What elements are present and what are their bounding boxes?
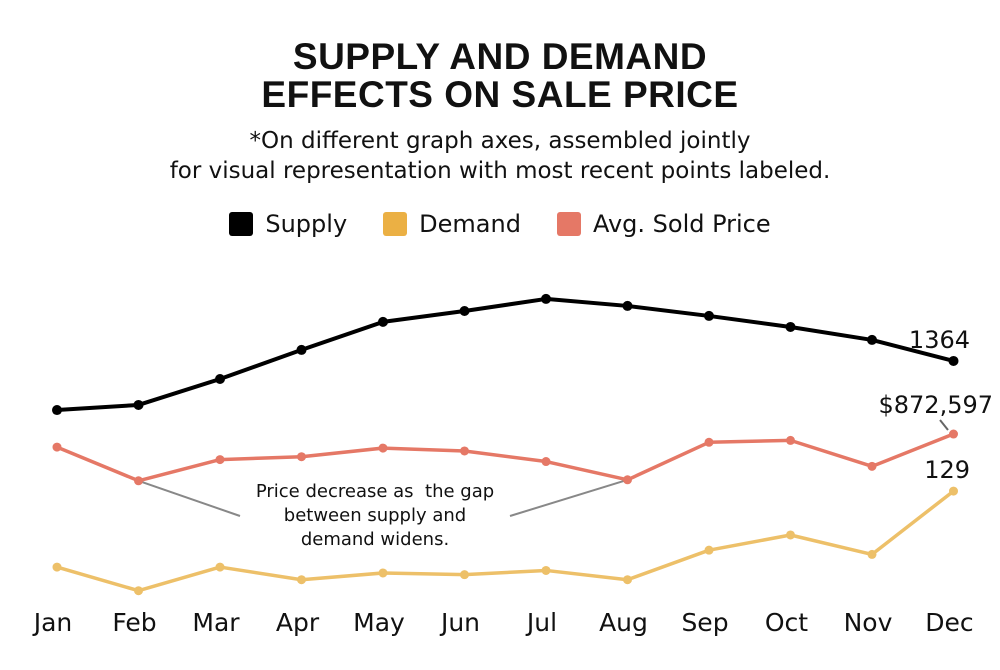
x-tick-label: Dec <box>925 608 973 637</box>
data-point <box>785 321 796 332</box>
legend-label: Avg. Sold Price <box>592 210 771 238</box>
data-point <box>786 530 795 540</box>
data-point <box>52 562 62 572</box>
x-tick-label: Jun <box>439 608 480 637</box>
chart-title: SUPPLY AND DEMAND EFFECTS ON SALE PRICE <box>0 38 1000 114</box>
data-point <box>460 570 469 580</box>
data-point <box>623 575 632 585</box>
data-point <box>867 461 877 471</box>
data-point <box>378 443 388 453</box>
legend-label: Demand <box>419 210 521 238</box>
legend-swatch <box>229 212 254 236</box>
data-point <box>460 446 469 456</box>
data-point <box>378 568 388 578</box>
legend-label: Supply <box>265 210 348 238</box>
x-tick-label: Nov <box>844 608 893 637</box>
data-point <box>297 575 306 585</box>
data-point <box>867 549 877 559</box>
data-point <box>215 562 225 572</box>
subtitle-line: for visual representation with most rece… <box>169 158 831 184</box>
title-line: EFFECTS ON SALE PRICE <box>261 74 739 115</box>
series-line-demand <box>56 489 955 593</box>
annotation-leader <box>509 478 628 517</box>
data-point <box>948 355 959 366</box>
annotation-text: Price decrease as the gap <box>256 481 494 502</box>
annotation-text: demand widens. <box>301 529 449 550</box>
data-point <box>296 344 307 355</box>
x-tick-label: Aug <box>599 608 648 637</box>
data-point <box>297 452 306 462</box>
data-point <box>949 486 958 496</box>
data-point <box>133 399 144 410</box>
data-point <box>52 405 62 416</box>
x-tick-label: Jul <box>525 608 557 637</box>
x-tick-label: Apr <box>276 608 320 637</box>
chart-subtitle: *On different graph axes, assembled join… <box>0 126 1000 186</box>
x-tick-label: Jan <box>32 608 73 637</box>
legend: Supply Demand Avg. Sold Price <box>0 210 1000 238</box>
label-leader <box>939 419 949 431</box>
data-point <box>541 457 551 467</box>
data-point <box>215 455 225 465</box>
x-tick-label: Mar <box>192 608 240 637</box>
x-tick-label: Sep <box>681 608 728 637</box>
data-point <box>541 293 551 304</box>
data-point <box>786 435 795 445</box>
legend-swatch <box>383 212 408 236</box>
annotation-leader <box>138 479 241 517</box>
x-tick-label: Feb <box>112 608 156 637</box>
data-point <box>378 316 388 327</box>
x-tick-label: May <box>353 608 405 637</box>
legend-swatch <box>556 212 581 236</box>
data-point <box>622 300 633 311</box>
title-line: SUPPLY AND DEMAND <box>292 36 708 77</box>
data-point <box>949 429 958 439</box>
legend-item-supply: Supply <box>229 210 347 238</box>
data-point <box>134 586 143 596</box>
data-point <box>52 442 62 452</box>
legend-item-demand: Demand <box>383 210 521 238</box>
series-line-avg-sold-price <box>56 432 955 483</box>
data-point <box>704 310 714 321</box>
last-point-label: 129 <box>924 456 970 484</box>
last-point-label: $872,597 <box>878 391 993 419</box>
data-point <box>134 476 143 486</box>
subtitle-line: *On different graph axes, assembled join… <box>249 128 751 154</box>
data-point <box>459 306 470 317</box>
data-point <box>215 374 225 385</box>
data-point <box>623 475 632 485</box>
series-line-supply <box>56 296 954 413</box>
x-tick-label: Oct <box>765 608 808 637</box>
last-point-label: 1364 <box>909 326 970 354</box>
data-point <box>541 565 551 575</box>
legend-item-price: Avg. Sold Price <box>556 210 771 238</box>
data-point <box>704 545 714 555</box>
data-point <box>867 334 877 345</box>
data-point <box>704 437 714 447</box>
annotation-text: between supply and <box>284 505 466 526</box>
